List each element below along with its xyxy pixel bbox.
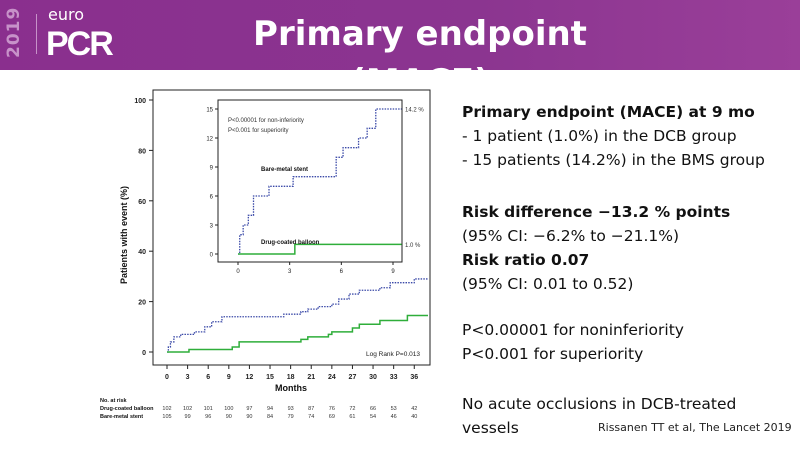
- logo-brand: PCR: [46, 25, 114, 63]
- y-axis-label: Patients with event (%): [119, 186, 129, 284]
- risk-difference: Risk difference −13.2 % points: [462, 203, 731, 221]
- x-tick-label: 33: [390, 374, 398, 381]
- risk-table-value: 54: [370, 414, 376, 420]
- inset-end-label: 14.2 %: [405, 108, 424, 114]
- risk-table-value: 97: [246, 406, 252, 412]
- note-line-2: vessels: [462, 419, 519, 437]
- inset-x-tick-label: 0: [236, 269, 240, 275]
- risk-table-value: 90: [246, 414, 252, 420]
- risk-table-value: 102: [183, 406, 192, 412]
- risk-table-value: 46: [391, 414, 397, 420]
- note-line-1: No acute occlusions in DCB-treated: [462, 395, 737, 413]
- inset-y-tick-label: 9: [210, 166, 214, 172]
- risk-table-value: 94: [267, 406, 273, 412]
- x-tick-label: 6: [206, 374, 210, 381]
- logo-year: 2019: [4, 6, 24, 58]
- risk-table-title: No. at risk: [100, 398, 128, 404]
- y-tick-label: 0: [142, 350, 146, 357]
- x-tick-label: 18: [287, 374, 295, 381]
- risk-table-value: 66: [370, 406, 376, 412]
- p-noninferiority: P<0.00001 for noninferiority: [462, 321, 684, 339]
- inset-y-tick-label: 12: [206, 137, 213, 143]
- inset-p-value: P<0.001 for superiority: [228, 128, 289, 134]
- inset-series-label-dcb: Drug-coated balloon: [261, 240, 320, 246]
- risk-table-value: 76: [329, 406, 335, 412]
- inset-x-tick-label: 9: [391, 269, 395, 275]
- inset-y-tick-label: 3: [210, 224, 214, 230]
- x-tick-label: 3: [186, 374, 190, 381]
- inset-end-label: 1.0 %: [405, 243, 421, 249]
- risk-table-value: 100: [224, 406, 233, 412]
- x-tick-label: 24: [328, 374, 336, 381]
- x-axis-label: Months: [275, 383, 307, 393]
- risk-table-value: 72: [349, 406, 355, 412]
- y-tick-label: 20: [138, 300, 146, 307]
- x-tick-label: 36: [410, 374, 418, 381]
- risk-ratio: Risk ratio 0.07: [462, 251, 590, 269]
- summary-dcb: - 1 patient (1.0%) in the DCB group: [462, 127, 737, 145]
- logo-divider: [36, 14, 37, 54]
- risk-table-value: 69: [329, 414, 335, 420]
- risk-table-value: 40: [411, 414, 417, 420]
- summary-heading: Primary endpoint (MACE) at 9 mo: [462, 103, 755, 121]
- inset-y-tick-label: 0: [210, 253, 214, 259]
- y-tick-label: 60: [138, 199, 146, 206]
- risk-table-value: 90: [226, 414, 232, 420]
- series-line-bms: [167, 278, 428, 353]
- slide-title: Primary endpoint (MACE): [253, 14, 587, 102]
- risk-table-value: 53: [391, 406, 397, 412]
- x-tick-label: 0: [165, 374, 169, 381]
- slide-header: 2019 euro PCR Primary endpoint (MACE): [0, 0, 800, 102]
- x-tick-label: 9: [227, 374, 231, 381]
- y-tick-label: 40: [138, 249, 146, 256]
- series-line-dcb: [167, 314, 428, 353]
- risk-table-value: 74: [308, 414, 314, 420]
- risk-table-value: 93: [288, 406, 294, 412]
- x-tick-label: 15: [266, 374, 274, 381]
- citation: Rissanen TT et al, The Lancet 2019: [598, 421, 792, 434]
- risk-table-value: 102: [162, 406, 171, 412]
- p-superiority: P<0.001 for superiority: [462, 345, 644, 363]
- inset-series-line: [238, 243, 402, 255]
- plot-frame: [152, 89, 431, 366]
- inset-series-label-bms: Bare-metal stent: [261, 167, 308, 173]
- inset-series-line: [238, 108, 402, 255]
- y-tick-label: 100: [134, 98, 146, 105]
- risk-difference-ci: (95% CI: −6.2% to −21.1%): [462, 227, 680, 245]
- risk-table-value: 42: [411, 406, 417, 412]
- risk-table-value: 105: [162, 414, 171, 420]
- risk-table-value: 79: [288, 414, 294, 420]
- summary-bms: - 15 patients (14.2%) in the BMS group: [462, 151, 765, 169]
- y-tick-label: 80: [138, 148, 146, 155]
- risk-table-value: 96: [205, 414, 211, 420]
- risk-ratio-ci: (95% CI: 0.01 to 0.52): [462, 275, 634, 293]
- inset-x-tick-label: 3: [288, 269, 292, 275]
- risk-table-row-label: Drug-coated balloon: [100, 406, 154, 412]
- risk-table-value: 61: [349, 414, 355, 420]
- risk-table-row-label: Bare-metal stent: [100, 414, 143, 420]
- inset-y-tick-label: 6: [210, 195, 214, 201]
- x-tick-label: 30: [369, 374, 377, 381]
- x-tick-label: 27: [349, 374, 357, 381]
- inset-x-tick-label: 6: [340, 269, 344, 275]
- inset-frame: [217, 99, 403, 263]
- x-tick-label: 12: [246, 374, 254, 381]
- logo-prefix: euro: [48, 5, 84, 24]
- inset-y-tick-label: 15: [206, 108, 213, 114]
- risk-table-value: 87: [308, 406, 314, 412]
- risk-table-value: 101: [204, 406, 213, 412]
- risk-table-value: 84: [267, 414, 273, 420]
- inset-p-value: P<0.00001 for non-inferiority: [228, 118, 304, 124]
- log-rank-annotation: Log Rank P=0.013: [366, 351, 420, 358]
- risk-table-value: 99: [185, 414, 191, 420]
- x-tick-label: 21: [307, 374, 315, 381]
